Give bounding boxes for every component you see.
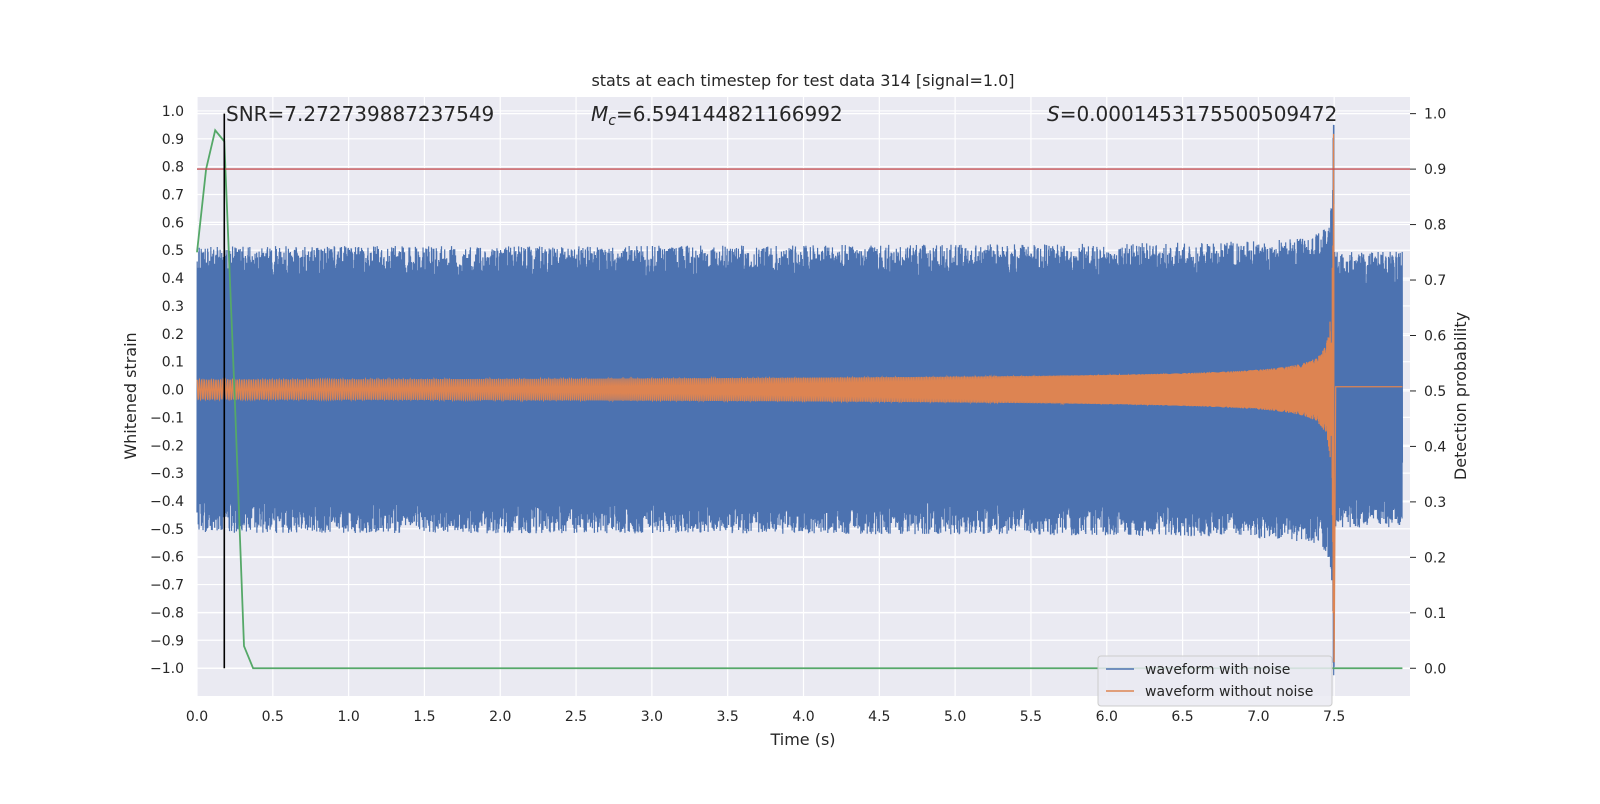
x-tick-label: 7.5: [1323, 709, 1345, 725]
y-axis-label-right: Detection probability: [1451, 312, 1470, 480]
line-waveform-with-noise: [196, 124, 1404, 676]
x-tick-label: 5.0: [944, 709, 966, 725]
series-detection-probability: [196, 128, 1403, 670]
y-left-tick-label: 0.8: [162, 160, 184, 176]
y-left-tick-label: 0.3: [162, 299, 184, 315]
y-left-tick-label: −0.4: [150, 494, 184, 510]
x-axis-label: Time (s): [769, 730, 835, 749]
line-detection-probability: [196, 128, 1403, 670]
ticks: 0.0 0.5 1.0 1.5 2.0 2.5 3.0 3.5 4.0 4.5 5.0 5.5 6.0 6…: [150, 104, 1446, 725]
y-left-tick-label: 0.1: [162, 355, 184, 371]
y-right-tick-label: 0.2: [1424, 550, 1446, 566]
y-left-tick-label: −0.2: [150, 438, 184, 454]
y-right-tick-label: 0.3: [1424, 495, 1446, 511]
y-left-tick-label: −0.5: [150, 522, 184, 538]
y-right-tick-label: 0.8: [1424, 218, 1446, 234]
legend-label-clean: waveform without noise: [1145, 684, 1313, 700]
series-waveform-without-noise: [196, 133, 1403, 663]
x-tick-label: 3.0: [641, 709, 663, 725]
y-left-tick-label: 0.6: [162, 215, 184, 231]
legend: waveform with noise waveform without noi…: [1097, 655, 1333, 707]
x-tick-label: 6.0: [1096, 709, 1118, 725]
y-right-tick-label: 1.0: [1424, 107, 1446, 123]
line-waveform-without-noise: [196, 133, 1403, 663]
x-tick-label: 4.0: [792, 709, 814, 725]
y-left-tick-label: 1.0: [162, 104, 184, 120]
y-left-tick-label: −0.8: [150, 605, 184, 621]
y-left-tick-label: −0.7: [150, 578, 184, 594]
y-right-tick-label: 0.4: [1424, 439, 1446, 455]
y-right-tick-label: 0.6: [1424, 328, 1446, 344]
x-tick-label: 1.5: [413, 709, 435, 725]
y-left-tick-label: 0.2: [162, 327, 184, 343]
x-tick-label: 3.5: [717, 709, 739, 725]
legend-label-noise: waveform with noise: [1145, 662, 1290, 678]
snr-annotation: SNR=7.272739887237549: [226, 102, 494, 126]
x-tick-label: 2.0: [489, 709, 511, 725]
y-right-tick-label: 0.7: [1424, 273, 1446, 289]
y-left-tick-label: −0.6: [150, 550, 184, 566]
y-left-tick-label: 0.4: [162, 271, 184, 287]
x-tick-label: 0.0: [186, 709, 208, 725]
x-tick-label: 6.5: [1171, 709, 1193, 725]
y-left-tick-label: 0.5: [162, 243, 184, 259]
y-left-tick-label: −0.3: [150, 466, 184, 482]
y-right-tick-label: 0.9: [1424, 162, 1446, 178]
chirp-mass-annotation: Mc=6.594144821166992: [591, 102, 843, 129]
series-waveform-with-noise: [196, 124, 1404, 676]
x-tick-label: 5.5: [1020, 709, 1042, 725]
x-tick-label: 0.5: [262, 709, 284, 725]
legend-box: [1097, 655, 1333, 707]
y-left-tick-label: 0.9: [162, 132, 184, 148]
y-right-tick-label: 0.1: [1424, 606, 1446, 622]
reference-lines: [197, 113, 1410, 669]
y-right-tick-label: 0.5: [1424, 384, 1446, 400]
y-left-tick-label: 0.7: [162, 188, 184, 204]
s-annotation: S=0.0001453175500509472: [1047, 102, 1337, 126]
x-tick-label: 2.5: [565, 709, 587, 725]
y-axis-label-left: Whitened strain: [121, 332, 140, 459]
y-right-tick-label: 0.0: [1424, 661, 1446, 677]
y-left-tick-label: −1.0: [150, 661, 184, 677]
x-tick-label: 4.5: [868, 709, 890, 725]
x-tick-label: 1.0: [337, 709, 359, 725]
y-left-tick-label: 0.0: [162, 383, 184, 399]
chart-title: stats at each timestep for test data 314…: [591, 71, 1014, 90]
x-tick-label: 7.0: [1247, 709, 1269, 725]
y-left-tick-label: −0.9: [150, 633, 184, 649]
y-left-tick-label: −0.1: [150, 410, 184, 426]
